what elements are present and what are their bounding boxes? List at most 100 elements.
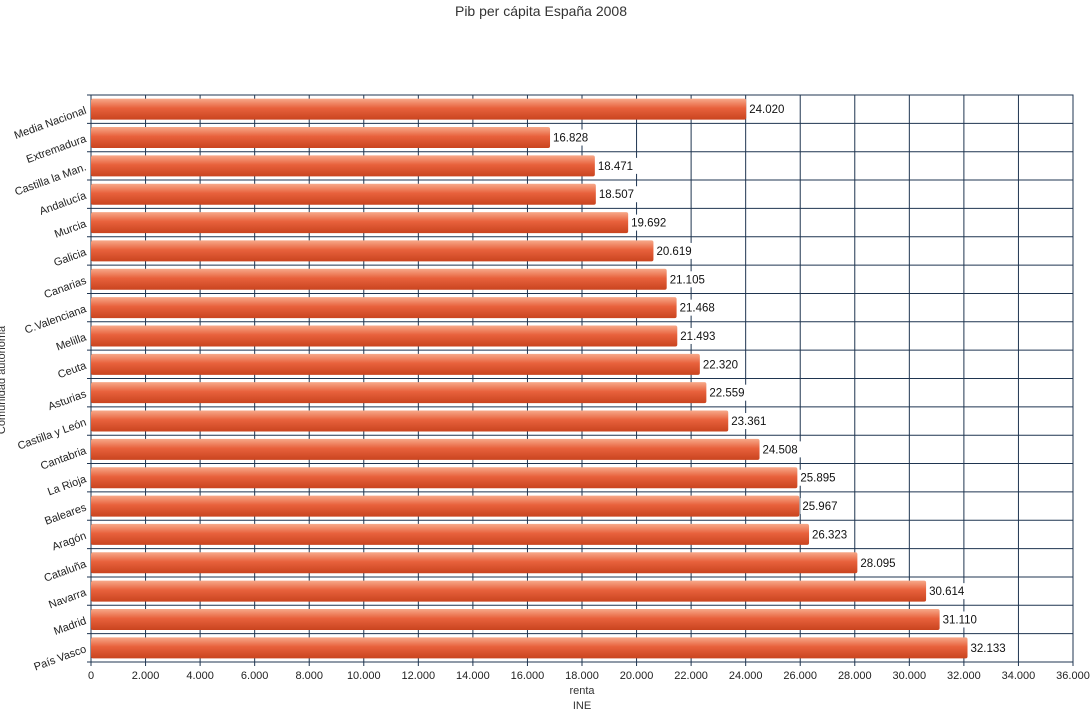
category-label: País Vasco	[32, 643, 88, 673]
data-label-background	[968, 639, 1013, 656]
grid	[87, 94, 1074, 666]
bar	[91, 495, 800, 517]
x-tick-label: 34.000	[1002, 670, 1036, 682]
x-tick-label: 4.000	[186, 670, 214, 682]
x-tick-label: 8.000	[295, 670, 323, 682]
bar	[91, 467, 798, 489]
bar	[91, 98, 747, 120]
bar	[91, 155, 595, 177]
x-tick-label: 32.000	[947, 670, 981, 682]
data-label: 25.967	[802, 501, 837, 513]
x-tick-label: 18.000	[565, 670, 599, 682]
data-label-background	[810, 526, 854, 543]
x-tick-label: 28.000	[838, 670, 872, 682]
data-label: 19.692	[631, 218, 666, 230]
bar	[91, 382, 707, 404]
data-label-background	[595, 157, 640, 174]
category-label: Cataluña	[43, 558, 89, 585]
data-label: 22.320	[703, 359, 738, 371]
data-label-background	[927, 583, 971, 600]
data-label: 20.619	[656, 246, 691, 258]
x-axis-sublabel: INE	[573, 700, 591, 712]
x-tick-label: 20.000	[620, 670, 654, 682]
bar	[91, 438, 760, 460]
data-label-background	[678, 327, 722, 344]
category-label: Galicia	[52, 246, 89, 269]
data-label: 21.468	[680, 303, 715, 315]
data-label: 28.095	[860, 558, 895, 570]
category-label: La Rioja	[46, 473, 89, 498]
x-tick-label: 36.000	[1056, 670, 1090, 682]
data-label: 21.493	[680, 331, 715, 343]
bar	[91, 325, 678, 347]
x-tick-label: 26.000	[783, 670, 817, 682]
bar	[91, 608, 940, 630]
data-label: 22.559	[709, 388, 744, 400]
data-label: 18.507	[599, 189, 634, 201]
bar	[91, 410, 729, 432]
category-label: Andalucía	[38, 189, 89, 217]
x-tick-label: 30.000	[893, 670, 927, 682]
bar	[91, 637, 968, 659]
bar	[91, 183, 596, 205]
bar	[91, 580, 927, 602]
category-label: Navarra	[47, 586, 89, 611]
bar	[91, 268, 667, 290]
chart-title: Pib per cápita España 2008	[455, 3, 627, 19]
data-label: 21.105	[670, 274, 705, 286]
category-label: Extremadura	[25, 133, 89, 166]
data-label-background	[798, 469, 842, 486]
x-tick-label: 24.000	[729, 670, 763, 682]
data-label-background	[858, 554, 902, 571]
category-label: Canarias	[43, 275, 89, 302]
category-label: Cantabria	[39, 445, 89, 473]
data-label-background	[551, 129, 595, 146]
data-label: 24.508	[763, 444, 798, 456]
x-tick-label: 16.000	[511, 670, 545, 682]
data-label-background	[707, 384, 751, 401]
data-label-background	[747, 101, 791, 118]
data-label-background	[629, 214, 673, 231]
x-tick-label: 2.000	[132, 670, 160, 682]
bar	[91, 523, 810, 545]
data-label: 26.323	[812, 529, 847, 541]
bars: 24.020 16.828 18.471 18.507 19.692 20.619 21.1…	[91, 98, 1013, 659]
category-label: Melilla	[55, 331, 89, 353]
bar	[91, 297, 677, 319]
bar	[91, 552, 858, 574]
bar	[91, 212, 629, 234]
data-label-background	[940, 611, 985, 628]
x-tick-label: 6.000	[241, 670, 269, 682]
x-tick-label: 14.000	[456, 670, 490, 682]
data-label: 32.133	[971, 643, 1006, 655]
y-axis-label: Comunidad autónoma	[0, 325, 8, 434]
category-label: Asturias	[47, 388, 89, 413]
data-label: 31.110	[943, 614, 977, 626]
x-tick-label: 10.000	[347, 670, 381, 682]
data-label-background	[596, 186, 641, 203]
category-label: Baleares	[43, 501, 88, 527]
data-label: 30.614	[929, 586, 965, 598]
x-tick-label: 22.000	[674, 670, 708, 682]
bar	[91, 127, 551, 149]
category-label: Murcia	[53, 218, 89, 241]
data-label-background	[760, 441, 805, 458]
x-tick-label: 0	[88, 670, 94, 682]
data-label: 16.828	[553, 133, 588, 145]
bar	[91, 353, 700, 375]
category-label: Madrid	[52, 615, 88, 638]
data-label-background	[700, 356, 745, 373]
data-label: 24.020	[749, 104, 784, 116]
data-label: 25.895	[800, 473, 835, 485]
x-axis-ticks: 0 2.000 4.000 6.000 8.000 10.000 12.000 14.000 1…	[88, 670, 1090, 682]
data-label: 23.361	[731, 416, 766, 428]
x-tick-label: 12.000	[402, 670, 436, 682]
x-axis-label: renta	[569, 685, 595, 697]
category-label: Aragón	[51, 530, 88, 553]
category-label: Ceuta	[56, 360, 89, 382]
data-label: 18.471	[598, 161, 633, 173]
data-label-background	[677, 299, 722, 316]
data-label-background	[800, 498, 844, 515]
